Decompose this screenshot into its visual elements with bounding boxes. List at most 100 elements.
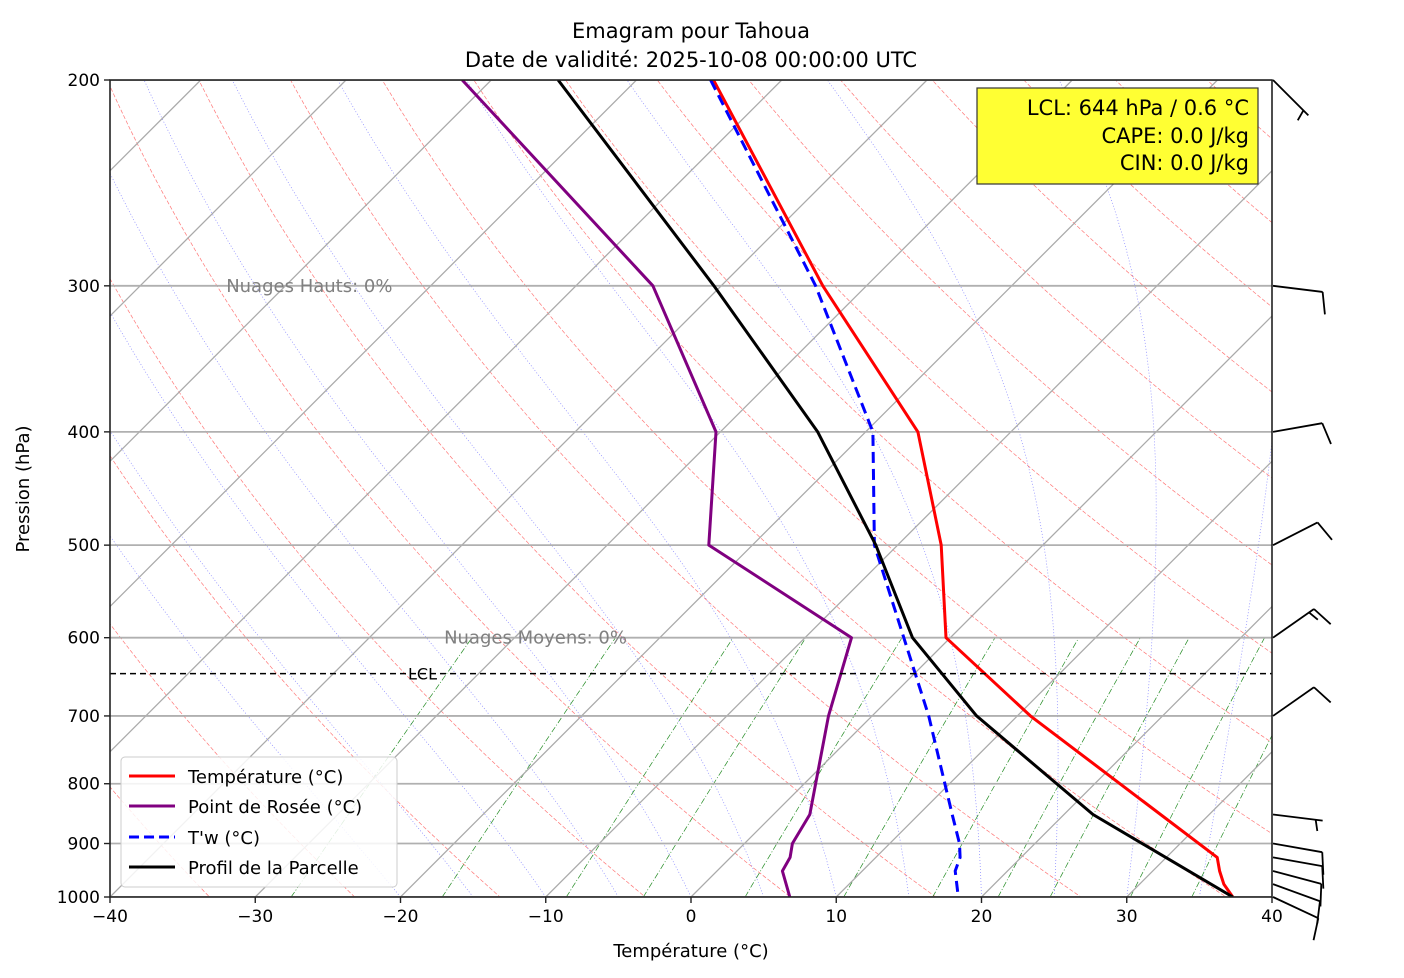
wind-barb <box>1272 856 1325 889</box>
info-box: LCL: 644 hPa / 0.6 °C CAPE: 0.0 J/kg CIN… <box>976 87 1259 185</box>
mixing-ratio-line <box>441 637 616 897</box>
x-tick-label: −40 <box>92 907 128 927</box>
isotherm-line <box>110 80 783 753</box>
barb-staff <box>1272 284 1323 293</box>
isotherm-line <box>400 80 1218 897</box>
lcl-label: LCL <box>408 665 437 684</box>
x-tick-label: 10 <box>825 907 847 927</box>
dry-adiabat-line <box>381 80 1227 897</box>
wind-barb <box>1272 896 1320 941</box>
chart-subtitle: Date de validité: 2025-10-08 00:00:00 UT… <box>465 48 917 72</box>
wind-barb <box>1272 521 1333 546</box>
moist-adiabat-line <box>337 80 837 897</box>
barb-staff <box>1272 896 1319 919</box>
moist-adiabat-line <box>466 80 910 897</box>
barb-half <box>1314 819 1319 832</box>
barb-staff <box>1272 856 1323 867</box>
chart-title: Emagram pour Tahoua <box>572 19 810 43</box>
dry-adiabat-line <box>931 80 1272 393</box>
barb-full <box>1316 521 1333 541</box>
x-tick-label: 30 <box>1116 907 1138 927</box>
dry-adiabat-line <box>198 80 937 897</box>
barb-staff <box>1272 813 1323 822</box>
y-tick-label: 400 <box>68 423 100 443</box>
barb-full <box>1321 866 1325 889</box>
high-cloud-annotation: Nuages Hauts: 0% <box>226 276 392 297</box>
barb-staff <box>1272 422 1323 433</box>
temperature-line <box>712 80 1235 897</box>
barb-full <box>1313 686 1332 704</box>
dry-adiabat-line <box>110 85 792 897</box>
wind-barb <box>1272 686 1332 717</box>
dry-adiabat-line <box>840 80 1272 479</box>
isotherm-line <box>981 605 1272 897</box>
barb-staff <box>1272 608 1315 639</box>
wind-barb <box>1272 608 1332 639</box>
barb-full <box>1321 422 1332 445</box>
background-grid <box>110 27 1404 922</box>
moist-adiabat-line <box>827 80 1059 897</box>
mixing-ratio-line <box>1049 637 1190 897</box>
info-cape: CAPE: 0.0 J/kg <box>1101 124 1249 148</box>
y-tick-label: 900 <box>68 835 100 855</box>
dry-adiabat-line <box>290 80 1082 897</box>
y-tick-label: 800 <box>68 775 100 795</box>
mixing-ratio-line <box>843 637 996 897</box>
legend-label-wetbulb: T'w (°C) <box>187 828 260 849</box>
wind-barb <box>1272 813 1323 832</box>
x-tick-label: 20 <box>971 907 993 927</box>
wind-barb <box>1272 284 1326 315</box>
x-tick-label: 0 <box>686 907 697 927</box>
dry-adiabat-line <box>1330 27 1404 922</box>
dewpoint-line <box>461 80 853 897</box>
barb-full <box>1313 608 1332 625</box>
dry-adiabat-line <box>110 455 501 897</box>
mixing-ratio-line <box>1130 637 1265 897</box>
isotherm-line <box>110 80 347 317</box>
legend-label-dewpoint: Point de Rosée (°C) <box>188 797 362 818</box>
barb-staff <box>1272 79 1309 116</box>
y-tick-label: 200 <box>68 71 100 91</box>
isotherm-line <box>1271 896 1272 897</box>
y-tick-label: 500 <box>68 536 100 556</box>
mixing-ratio-line <box>566 637 734 897</box>
moist-adiabat-line <box>1271 895 1272 897</box>
dry-adiabat-line <box>1241 27 1404 922</box>
isotherm-line <box>1126 750 1272 897</box>
barb-half <box>1296 109 1305 121</box>
annotation-layer: LCL Nuages Hauts: 0% Nuages Moyens: 0% <box>110 276 1272 684</box>
barb-full <box>1321 291 1326 315</box>
mixing-ratio-line <box>643 637 807 897</box>
legend-label-parcel: Profil de la Parcelle <box>188 858 359 879</box>
x-tick-label: −20 <box>383 907 419 927</box>
dry-adiabat-line <box>473 80 1272 835</box>
isotherm-line <box>835 460 1272 897</box>
isotherm-line <box>110 80 492 463</box>
legend: Température (°C) Point de Rosée (°C) T'w… <box>120 756 398 888</box>
y-tick-label: 600 <box>68 629 100 649</box>
barb-staff <box>1272 842 1323 854</box>
x-tick-label: −30 <box>237 907 273 927</box>
moist-adiabat-line <box>231 80 764 897</box>
mixing-ratio-line <box>997 637 1141 897</box>
moist-adiabat-line <box>110 311 547 897</box>
isotherm-line <box>110 80 637 608</box>
isotherm-line <box>690 315 1272 897</box>
wind-barb <box>1272 422 1332 445</box>
dry-adiabat-line <box>656 80 1272 654</box>
barb-staff <box>1272 521 1318 546</box>
mid-cloud-annotation: Nuages Moyens: 0% <box>444 628 627 649</box>
axes: −40 −30 −20 −10 0 10 20 30 40 1000 900 800 700 600 500… <box>57 71 1283 927</box>
y-axis-label: Pression (hPa) <box>13 425 34 552</box>
info-cin: CIN: 0.0 J/kg <box>1120 151 1249 175</box>
barb-staff <box>1272 686 1315 717</box>
legend-label-temperature: Température (°C) <box>187 767 343 788</box>
wetbulb-line <box>709 80 962 897</box>
y-tick-label: 300 <box>68 277 100 297</box>
info-lcl: LCL: 644 hPa / 0.6 °C <box>1027 96 1249 120</box>
moist-adiabat-line <box>110 172 619 897</box>
dry-adiabat-line <box>110 277 646 897</box>
y-tick-label: 1000 <box>57 888 100 908</box>
wind-barbs <box>1272 79 1333 941</box>
